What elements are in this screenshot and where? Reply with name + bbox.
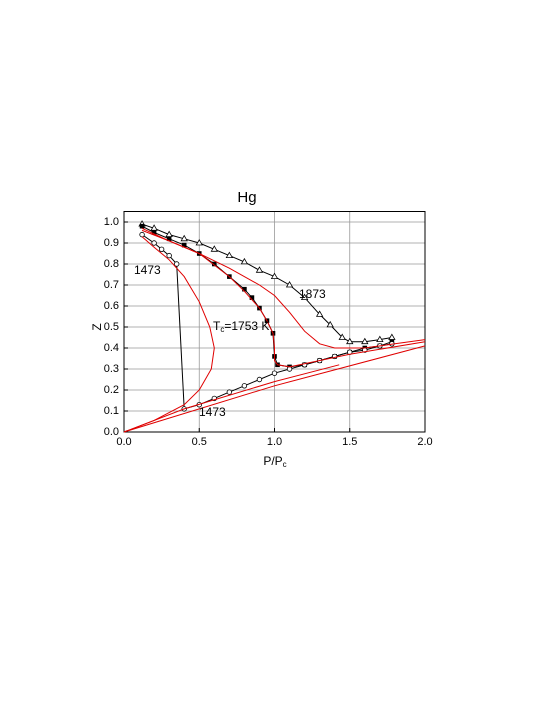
y-tick-label: 0.1	[104, 405, 119, 417]
triangle-marker	[270, 272, 279, 279]
circle-marker	[256, 376, 263, 383]
circle-marker	[158, 246, 165, 252]
square-marker	[212, 261, 217, 267]
circle-marker	[151, 240, 157, 246]
annotation-text: =1753 K	[224, 319, 269, 333]
y-axis-label: Z	[90, 323, 104, 330]
circle-marker	[226, 389, 233, 395]
triangle-marker	[180, 234, 188, 242]
y-tick-label: 0.5	[104, 321, 119, 333]
triangle-marker	[285, 280, 294, 288]
annotation: 1473	[134, 263, 161, 277]
triangle-marker	[338, 333, 346, 340]
y-tick-label: 0.8	[104, 258, 119, 270]
series-line	[123, 236, 215, 433]
annotation: 1873	[299, 287, 326, 301]
triangle-marker	[300, 293, 309, 300]
series-line	[141, 229, 426, 368]
triangle-marker	[240, 257, 249, 265]
annotation-text: 1473	[199, 405, 226, 419]
square-marker	[249, 295, 255, 300]
annotation-text: 1473	[134, 263, 161, 277]
triangle-marker	[346, 337, 354, 345]
triangle-marker	[315, 310, 324, 317]
chart-title: Hg	[237, 189, 256, 206]
annotation-sub: c	[220, 325, 224, 334]
triangle-marker	[255, 266, 264, 273]
x-tick-label: 0.5	[192, 436, 207, 448]
triangle-marker	[361, 337, 369, 345]
y-tick-label: 0.2	[104, 384, 119, 396]
triangle-marker	[195, 238, 203, 246]
circle-marker	[139, 231, 145, 238]
annotation-text: 1873	[299, 287, 326, 301]
plot-frame	[123, 211, 426, 433]
square-marker	[242, 286, 247, 292]
x-tick-label: 1.5	[342, 436, 357, 448]
series-line	[141, 227, 426, 349]
series-line	[123, 345, 426, 433]
x-axis-label: P/Pc	[263, 454, 286, 469]
square-marker	[139, 223, 145, 229]
triangle-marker	[210, 245, 218, 252]
triangle-marker	[326, 320, 334, 328]
y-tick-label: 0.0	[104, 426, 119, 438]
circle-marker	[271, 370, 278, 376]
y-tick-label: 0.4	[104, 342, 119, 354]
y-tick-label: 0.7	[104, 279, 119, 291]
annotation: 1473	[199, 405, 226, 419]
x-axis-label-main: P/P	[263, 454, 282, 468]
y-tick-label: 0.3	[104, 363, 119, 375]
square-marker	[151, 230, 157, 235]
x-tick-label: 2.0	[417, 436, 432, 448]
x-tick-label: 0.0	[116, 436, 131, 448]
circle-marker	[173, 261, 180, 267]
circle-marker	[241, 383, 248, 389]
triangle-marker	[376, 335, 384, 342]
y-tick-label: 1.0	[104, 216, 119, 228]
x-tick-label: 1.0	[267, 436, 282, 448]
annotation: Tc=1753 K	[213, 319, 269, 334]
square-marker	[166, 236, 172, 242]
x-axis-label-sub: c	[283, 460, 287, 469]
annotation-text: T	[213, 319, 221, 333]
y-tick-label: 0.9	[104, 237, 119, 249]
triangle-marker	[225, 251, 234, 258]
y-tick-label: 0.6	[104, 300, 119, 312]
square-marker	[181, 242, 187, 248]
circle-marker	[166, 252, 172, 259]
series-line	[123, 364, 340, 433]
